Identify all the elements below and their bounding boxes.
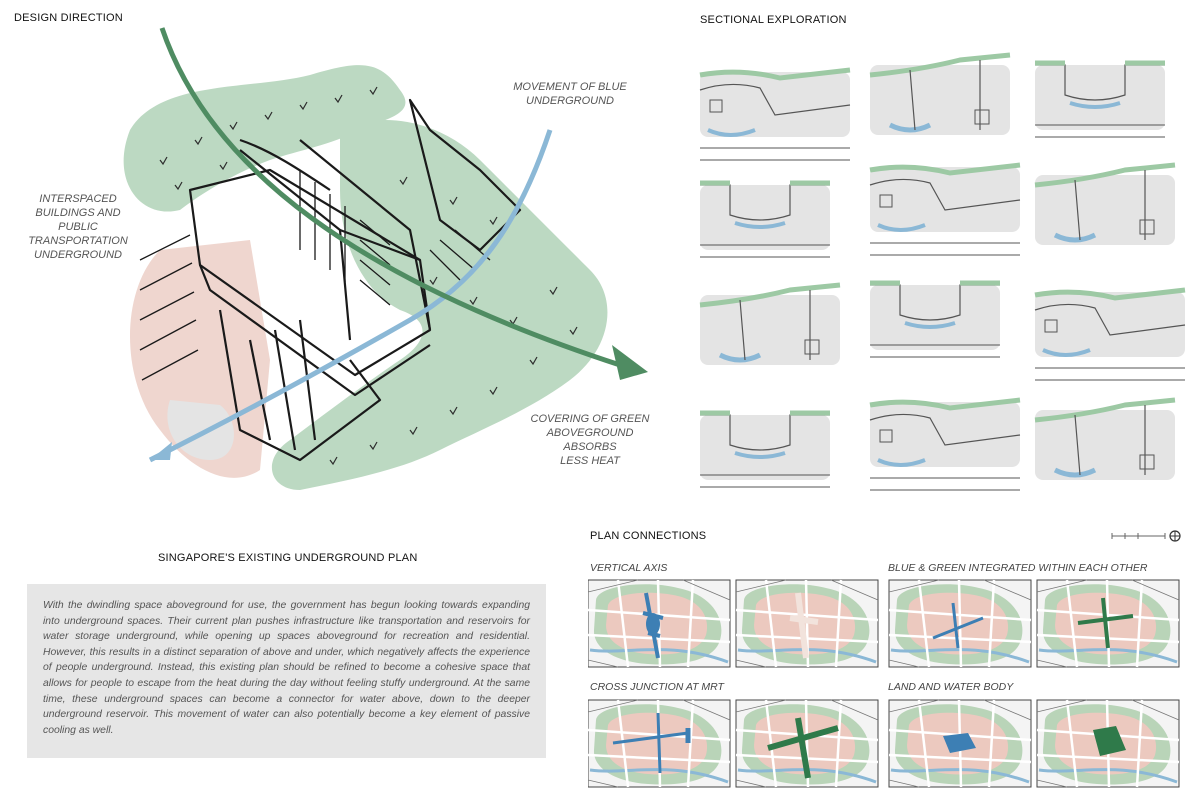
green-blob-main [271, 120, 608, 490]
label-land-water: LAND AND WATER BODY [888, 681, 1014, 693]
map-land-water-1 [887, 698, 1033, 789]
design-direction-axonometric [123, 27, 648, 490]
existing-plan-body: With the dwindling space aboveground for… [27, 584, 546, 758]
map-land-water-2 [1035, 698, 1181, 789]
scale-bar-icon [1111, 530, 1181, 542]
map-vertical-axis-2 [734, 578, 880, 669]
label-blue-green: BLUE & GREEN INTEGRATED WITHIN EACH OTHE… [888, 562, 1148, 574]
section-row-3 [700, 283, 1185, 380]
map-blue-green-2 [1035, 578, 1181, 669]
green-blob-right [410, 160, 530, 270]
design-direction-heading: DESIGN DIRECTION [14, 12, 123, 24]
grass-marks [159, 86, 578, 466]
plan-connection-maps [588, 578, 1181, 789]
map-vertical-axis-1 [588, 578, 732, 669]
anno-green: COVERING OF GREEN ABOVEGROUND ABSORBS LE… [530, 413, 650, 467]
blue-arrow-icon [150, 442, 172, 460]
green-blob-top [123, 65, 406, 212]
map-blue-green-1 [887, 578, 1033, 669]
sectional-heading: SECTIONAL EXPLORATION [700, 14, 847, 26]
map-cross-junction-1 [588, 698, 732, 789]
grey-zone [167, 400, 234, 460]
label-cross-junction: CROSS JUNCTION AT MRT [590, 681, 724, 693]
sectional-grid [690, 40, 1190, 500]
structure-linework [188, 98, 522, 462]
plan-connections-heading: PLAN CONNECTIONS [590, 530, 707, 542]
section-row-1 [700, 55, 1165, 160]
anno-interspaced: INTERSPACED BUILDINGS AND PUBLIC TRANSPO… [28, 193, 128, 261]
label-vertical-axis: VERTICAL AXIS [590, 562, 668, 574]
section-row-2 [700, 165, 1175, 257]
green-arrow-icon [612, 345, 648, 380]
existing-plan-heading: SINGAPORE'S EXISTING UNDERGROUND PLAN [158, 552, 418, 564]
blue-flow-line [148, 129, 553, 463]
green-flow-line [159, 27, 621, 368]
section-row-4 [700, 400, 1175, 490]
map-cross-junction-2 [734, 698, 880, 789]
anno-blue: MOVEMENT OF BLUE UNDERGROUND [513, 81, 627, 107]
